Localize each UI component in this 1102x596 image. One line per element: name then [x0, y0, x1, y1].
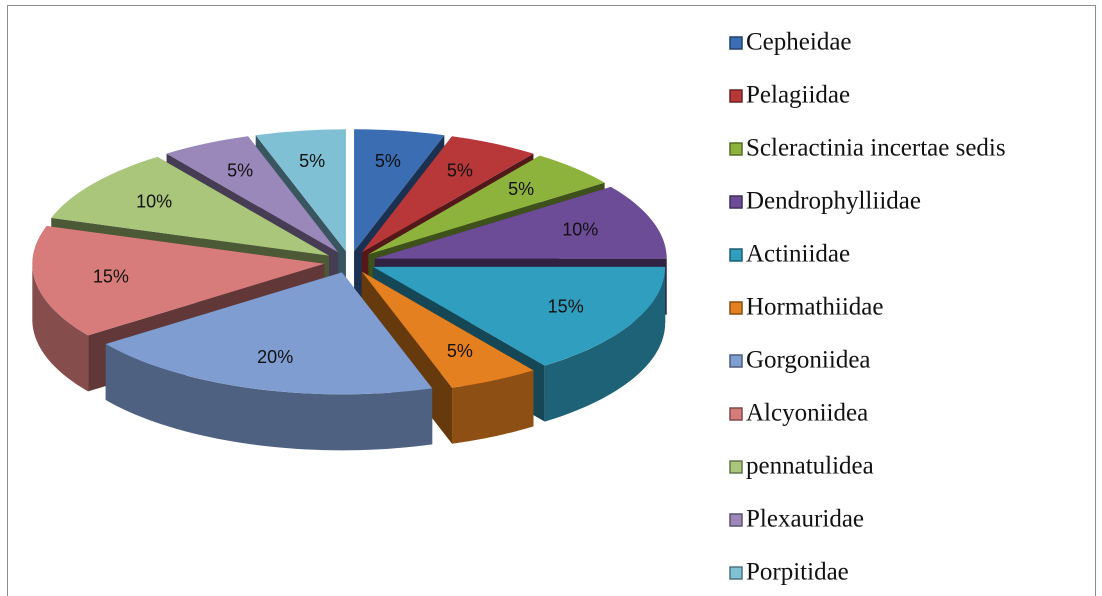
slice-side — [32, 263, 89, 392]
slice-top — [166, 136, 339, 253]
slice-top — [374, 186, 667, 259]
data-label: 5% — [447, 161, 473, 181]
slice-top — [32, 225, 325, 336]
legend-swatch — [729, 566, 743, 580]
data-label: 5% — [447, 341, 473, 361]
legend-label: Hormathiidae — [746, 294, 883, 321]
legend-label: Cepheidae — [746, 29, 852, 56]
legend-swatch — [729, 36, 743, 50]
legend-label: Alcyoniidea — [746, 400, 868, 427]
legend: Cepheidae Pelagiidae Scleractinia incertae… — [729, 29, 1006, 586]
legend-label: Dendrophylliidae — [746, 188, 921, 215]
data-label: 10% — [562, 219, 598, 239]
slice-top — [105, 272, 433, 395]
slice-top — [361, 136, 534, 253]
legend-label: Pelagiidae — [746, 82, 850, 109]
legend-label: Plexauridae — [746, 506, 864, 533]
slice-top — [255, 129, 346, 252]
data-label: 5% — [508, 179, 534, 199]
legend-swatch — [729, 248, 743, 262]
chart-frame — [7, 5, 1096, 596]
legend-label: pennatulidea — [746, 453, 874, 480]
slice: 20% — [105, 272, 433, 451]
data-label: 10% — [136, 191, 172, 211]
data-label: 5% — [375, 151, 401, 171]
legend-swatch — [729, 89, 743, 103]
data-label: 15% — [548, 297, 584, 317]
slice-side — [452, 370, 534, 444]
slice-top — [361, 271, 534, 388]
data-label: 5% — [299, 151, 325, 171]
slice-top — [368, 155, 605, 255]
legend-swatch — [729, 301, 743, 315]
slice-side — [544, 266, 666, 422]
slice-top — [354, 129, 445, 252]
legend-swatch — [729, 142, 743, 156]
legend-label: Porpitidae — [746, 559, 849, 586]
legend-label: Gorgoniidea — [746, 347, 871, 374]
slice-side — [105, 344, 433, 451]
legend-label: Actiniidae — [746, 241, 850, 268]
data-label: 5% — [227, 161, 253, 181]
data-label: 15% — [93, 267, 129, 287]
data-label: 20% — [257, 347, 293, 367]
legend-label: Scleractinia incertae sedis — [746, 135, 1006, 162]
slice-top — [373, 266, 666, 366]
legend-swatch — [729, 195, 743, 209]
slice-top — [51, 156, 329, 256]
legend-swatch — [729, 513, 743, 527]
pie: 5% 5% 5% 5% 5% 10% 10% 15% 15% 5% 20% — [32, 129, 667, 451]
legend-swatch — [729, 460, 743, 474]
legend-swatch — [729, 407, 743, 421]
legend-swatch — [729, 354, 743, 368]
